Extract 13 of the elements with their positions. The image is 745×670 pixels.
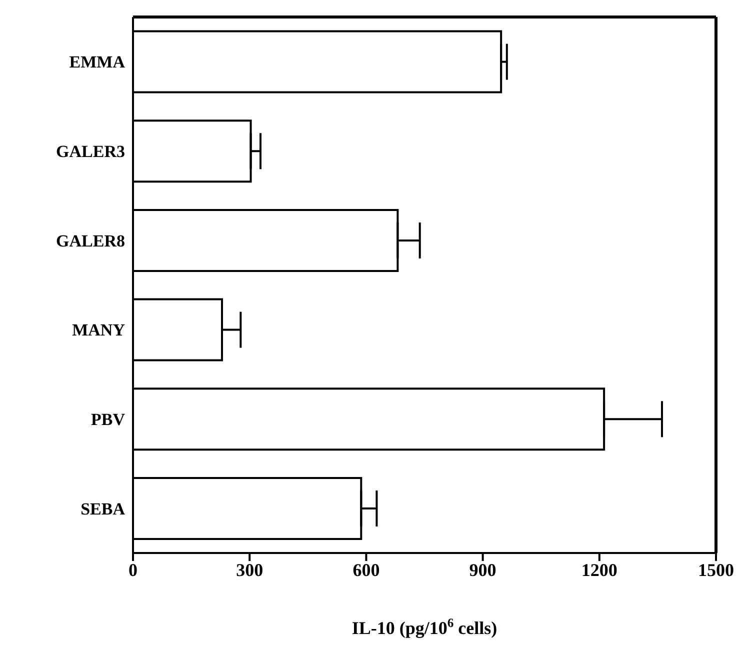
x-tick-label: 1500 <box>698 560 734 580</box>
x-axis-title: IL-10 (pg/10$^{6}$ cells) <box>352 616 498 638</box>
x-tick-label: 1200 <box>581 560 618 580</box>
y-tick-label: EMMA <box>69 52 126 72</box>
y-tick-label: SEBA <box>80 499 126 518</box>
y-tick-label: PBV <box>91 410 126 430</box>
y-tick-label: MANY <box>72 320 125 340</box>
y-tick-label: GALER8 <box>56 231 125 250</box>
y-tick-label: GALER3 <box>56 142 125 162</box>
x-tick-label: 900 <box>469 560 496 580</box>
x-tick-label: 600 <box>352 560 380 580</box>
x-tick-label: 300 <box>236 560 264 580</box>
x-tick-label: 0 <box>128 560 138 580</box>
